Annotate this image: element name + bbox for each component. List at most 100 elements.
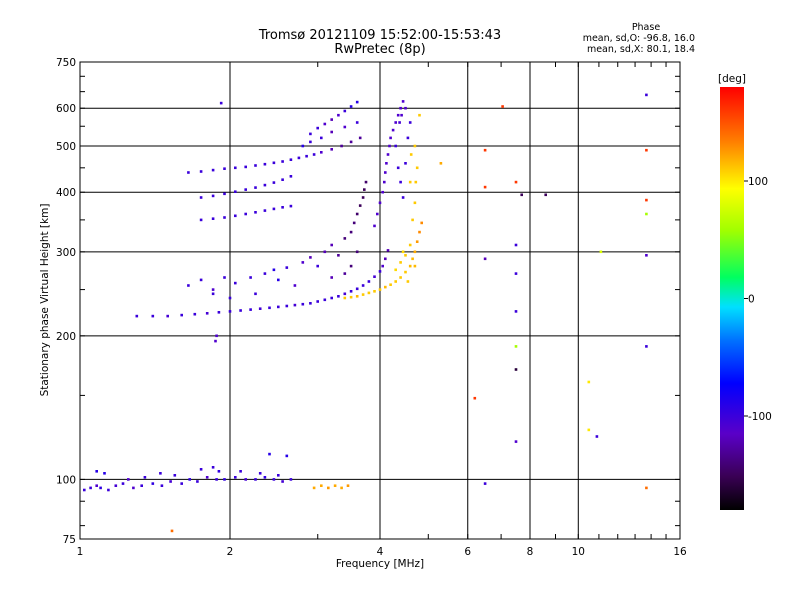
data-point	[343, 125, 347, 129]
data-point	[413, 264, 417, 268]
data-point	[244, 188, 247, 191]
data-point	[587, 380, 591, 384]
data-point	[211, 288, 215, 291]
phase-stats-o: mean, sd,O: -96.8, 16.0	[583, 33, 695, 44]
x-tick-label: 8	[527, 546, 534, 558]
data-point	[272, 478, 276, 481]
chart-subtitle: RwPretec (8p)	[334, 42, 425, 57]
data-point	[95, 470, 98, 473]
phase-stats-heading: Phase	[632, 22, 661, 33]
y-tick-label: 75	[63, 534, 76, 546]
data-point	[234, 476, 237, 479]
data-point	[418, 230, 421, 234]
data-point	[355, 250, 359, 254]
data-point	[211, 217, 215, 220]
data-point	[595, 435, 599, 438]
data-point	[121, 482, 125, 485]
data-point	[249, 276, 252, 279]
data-point	[140, 484, 143, 487]
data-point	[263, 476, 267, 479]
data-point	[355, 295, 359, 298]
x-tick-label: 2	[227, 546, 234, 558]
data-point	[333, 484, 337, 487]
colorbar-label: [deg]	[718, 73, 746, 85]
data-point	[244, 165, 247, 169]
data-point	[343, 296, 347, 300]
data-point	[645, 345, 648, 348]
data-point	[514, 345, 518, 348]
data-point	[411, 257, 414, 261]
data-point	[320, 136, 323, 140]
data-point	[301, 302, 305, 306]
data-point	[234, 166, 237, 170]
data-point	[363, 188, 366, 191]
data-point	[330, 130, 333, 134]
data-point	[364, 180, 368, 184]
data-point	[228, 310, 232, 313]
data-point	[289, 204, 293, 208]
data-point	[352, 221, 356, 225]
data-point	[349, 230, 353, 234]
data-point	[415, 166, 419, 170]
data-point	[272, 181, 276, 184]
data-point	[388, 144, 391, 148]
data-point	[320, 151, 323, 154]
data-point	[268, 452, 271, 456]
data-point	[258, 307, 262, 310]
data-point	[355, 100, 359, 104]
data-point	[415, 240, 419, 243]
data-point	[234, 281, 237, 285]
data-point	[414, 180, 418, 184]
data-point	[219, 101, 223, 105]
data-point	[327, 486, 330, 490]
data-points	[83, 93, 648, 533]
data-point	[343, 109, 347, 113]
data-point	[214, 339, 217, 343]
data-point	[378, 270, 382, 273]
data-point	[289, 175, 293, 178]
data-point	[272, 161, 276, 165]
y-tick-label: 750	[56, 57, 76, 69]
data-point	[514, 272, 518, 275]
data-point	[301, 144, 305, 148]
data-point	[289, 158, 293, 161]
data-point	[199, 278, 203, 282]
data-point	[409, 153, 413, 156]
colorbar-tick-label: 100	[748, 176, 768, 188]
y-tick-label: 500	[56, 141, 76, 153]
data-point	[394, 268, 397, 272]
data-point	[83, 488, 86, 492]
data-point	[400, 113, 403, 117]
data-point	[323, 298, 327, 302]
data-point	[188, 478, 191, 481]
y-tick-label: 400	[56, 187, 76, 199]
data-point	[316, 300, 319, 303]
data-point	[520, 193, 523, 197]
data-point	[404, 162, 407, 165]
data-point	[277, 305, 280, 309]
data-point	[501, 105, 504, 108]
data-point	[398, 121, 401, 124]
data-point	[587, 428, 591, 432]
data-point	[312, 486, 316, 490]
data-point	[301, 261, 305, 264]
data-point	[258, 472, 262, 475]
data-point	[349, 105, 353, 108]
data-point	[293, 284, 297, 287]
data-point	[281, 206, 284, 209]
data-point	[406, 280, 410, 283]
data-point	[355, 287, 359, 291]
data-point	[309, 302, 312, 305]
data-point	[394, 144, 397, 148]
data-point	[239, 309, 242, 312]
data-point	[330, 276, 333, 279]
data-point	[330, 118, 333, 121]
data-point	[289, 478, 293, 481]
data-point	[281, 178, 284, 181]
data-point	[187, 284, 190, 287]
data-point	[263, 209, 267, 212]
data-point	[381, 190, 384, 194]
data-point	[396, 166, 400, 170]
colorbar	[720, 87, 744, 510]
data-point	[199, 468, 203, 471]
